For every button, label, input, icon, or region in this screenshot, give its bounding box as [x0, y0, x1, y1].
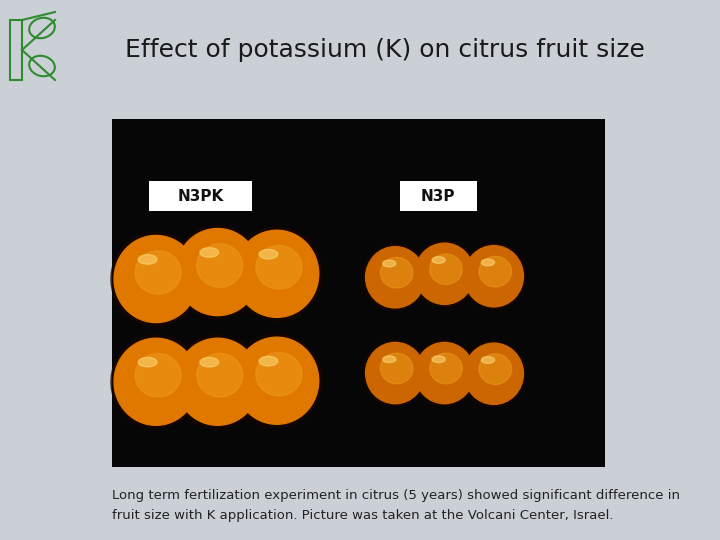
Ellipse shape: [173, 225, 263, 319]
Ellipse shape: [173, 335, 263, 429]
Ellipse shape: [138, 357, 157, 367]
Ellipse shape: [366, 247, 425, 308]
Ellipse shape: [382, 260, 396, 267]
Bar: [148, 181, 252, 211]
Ellipse shape: [366, 342, 425, 404]
Text: Effect of potassium (K) on citrus fruit size: Effect of potassium (K) on citrus fruit …: [125, 38, 645, 62]
Ellipse shape: [176, 338, 260, 426]
Ellipse shape: [135, 251, 181, 294]
Ellipse shape: [200, 248, 219, 257]
Ellipse shape: [380, 353, 413, 384]
Bar: [112, 119, 605, 467]
Ellipse shape: [197, 354, 243, 397]
Bar: [10, 20, 22, 80]
Ellipse shape: [432, 356, 445, 363]
Ellipse shape: [232, 334, 322, 428]
Text: N3P: N3P: [421, 189, 456, 204]
Ellipse shape: [114, 235, 198, 322]
Ellipse shape: [111, 335, 201, 429]
Ellipse shape: [364, 244, 427, 310]
Ellipse shape: [259, 249, 278, 259]
Text: Long term fertilization experiment in citrus (5 years) showed significant differ: Long term fertilization experiment in ci…: [112, 489, 680, 502]
Ellipse shape: [479, 354, 512, 384]
Ellipse shape: [382, 356, 396, 363]
Text: N3PK: N3PK: [177, 189, 223, 204]
Ellipse shape: [176, 228, 260, 315]
Bar: [400, 181, 477, 211]
Ellipse shape: [462, 341, 526, 407]
Ellipse shape: [364, 340, 427, 406]
Ellipse shape: [415, 342, 474, 404]
Ellipse shape: [481, 259, 495, 266]
Ellipse shape: [111, 232, 201, 326]
Ellipse shape: [413, 241, 477, 307]
Ellipse shape: [259, 356, 278, 366]
Ellipse shape: [430, 254, 462, 285]
Ellipse shape: [481, 356, 495, 363]
Ellipse shape: [135, 354, 181, 397]
Ellipse shape: [415, 243, 474, 305]
Ellipse shape: [464, 343, 523, 404]
Ellipse shape: [256, 246, 302, 289]
Ellipse shape: [235, 230, 319, 318]
Ellipse shape: [464, 246, 523, 307]
Ellipse shape: [479, 256, 512, 287]
Ellipse shape: [430, 353, 462, 384]
Ellipse shape: [380, 258, 413, 288]
Ellipse shape: [232, 227, 322, 321]
Ellipse shape: [197, 244, 243, 287]
Ellipse shape: [114, 338, 198, 426]
Ellipse shape: [462, 244, 526, 309]
Text: fruit size with K application. Picture was taken at the Volcani Center, Israel.: fruit size with K application. Picture w…: [112, 509, 613, 522]
Ellipse shape: [432, 256, 445, 264]
Ellipse shape: [256, 353, 302, 396]
Ellipse shape: [235, 337, 319, 424]
Ellipse shape: [138, 255, 157, 264]
Ellipse shape: [413, 340, 477, 406]
Ellipse shape: [200, 357, 219, 367]
